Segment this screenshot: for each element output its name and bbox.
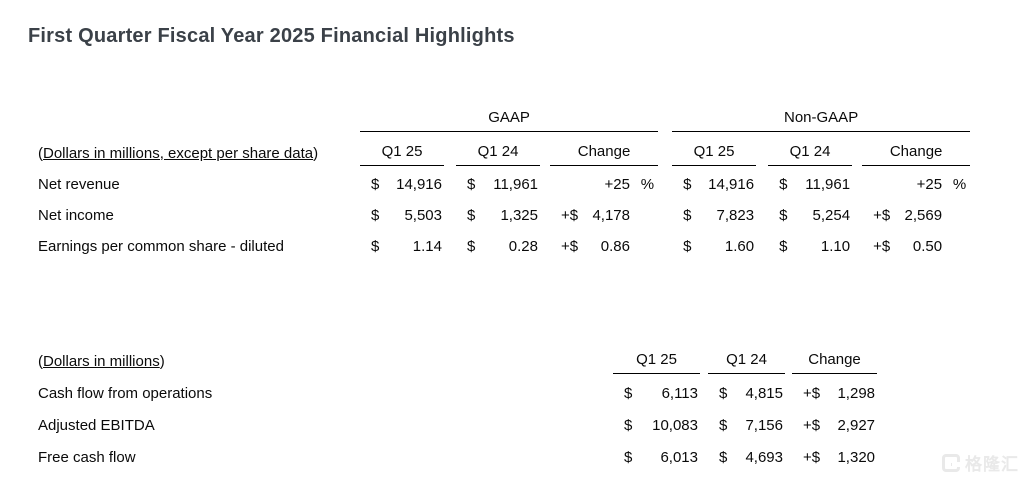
gaap-q1-25-value: 1.14 — [412, 238, 442, 255]
currency-symbol: $ — [719, 417, 728, 434]
percent-symbol — [944, 228, 970, 259]
currency-symbol: $ — [779, 176, 788, 193]
change-value: 1,298 — [837, 385, 876, 402]
currency-symbol: $ — [371, 238, 380, 255]
percent-symbol — [632, 228, 658, 259]
column-header-row: (Dollars in millions, except per share d… — [38, 131, 971, 166]
currency-symbol: $ — [719, 385, 728, 402]
gaap-q1-25-value: 14,916 — [396, 176, 442, 193]
q1-24-value: 4,693 — [745, 449, 783, 466]
group-header-row: GAAP Non-GAAP — [38, 103, 971, 132]
change-sign: +$ — [561, 207, 579, 224]
table-row-adjusted-ebitda: Adjusted EBITDA $ 10,083 $ 7,156 +$ 2,92… — [38, 406, 877, 438]
row-label: Free cash flow — [38, 449, 136, 466]
gaap-change-value: 0.86 — [600, 238, 630, 255]
row-label: Net revenue — [38, 176, 120, 193]
financial-highlights-table: GAAP Non-GAAP (Dollars in millions, exce… — [38, 103, 971, 259]
gaap-change-value: +25 — [604, 176, 630, 193]
currency-symbol: $ — [624, 449, 633, 466]
gaap-q1-24-value: 1,325 — [500, 207, 538, 224]
currency-symbol: $ — [683, 238, 692, 255]
change-sign — [550, 166, 576, 198]
currency-symbol: $ — [624, 385, 633, 402]
currency-symbol: $ — [371, 207, 380, 224]
currency-symbol: $ — [683, 207, 692, 224]
group-header-gaap: GAAP — [360, 103, 659, 132]
watermark: 格隆汇 — [942, 450, 1019, 475]
row-label: Net income — [38, 207, 114, 224]
watermark-text: 格隆汇 — [965, 455, 1019, 474]
gaap-q1-25-value: 5,503 — [404, 207, 442, 224]
change-sign — [862, 166, 888, 198]
q1-25-value: 6,013 — [660, 449, 698, 466]
table1-units-note: (Dollars in millions, except per share d… — [38, 144, 319, 162]
percent-symbol — [944, 197, 970, 228]
nongaap-change-value: 0.50 — [912, 238, 943, 255]
change-sign: +$ — [873, 238, 891, 255]
change-sign: +$ — [803, 417, 821, 434]
change-sign: +$ — [803, 449, 821, 466]
page-title: First Quarter Fiscal Year 2025 Financial… — [28, 25, 515, 48]
currency-symbol: $ — [779, 238, 788, 255]
nongaap-q1-25-value: 7,823 — [716, 207, 755, 224]
col-header-gaap-q1-24: Q1 24 — [456, 131, 540, 166]
nongaap-q1-25-value: 1.60 — [724, 238, 755, 255]
nongaap-change-value: +25 — [916, 176, 943, 193]
change-sign: +$ — [561, 238, 579, 255]
q1-25-value: 6,113 — [661, 385, 698, 402]
change-value: 2,927 — [837, 417, 876, 434]
table-row-free-cash-flow: Free cash flow $ 6,013 $ 4,693 +$ 1,320 — [38, 438, 877, 470]
cash-flow-table: (Dollars in millions) Q1 25 Q1 24 Change… — [38, 343, 878, 470]
col-header-q1-24: Q1 24 — [708, 343, 785, 374]
nongaap-q1-24-value: 1.10 — [820, 238, 851, 255]
col-header-change: Change — [792, 343, 878, 374]
table2-units-note: (Dollars in millions) — [38, 352, 165, 370]
group-header-non-gaap: Non-GAAP — [672, 103, 971, 132]
table-row-cash-flow-operations: Cash flow from operations $ 6,113 $ 4,81… — [38, 374, 877, 407]
row-label: Cash flow from operations — [38, 385, 213, 402]
nongaap-q1-25-value: 14,916 — [708, 176, 755, 193]
table-row-net-income: Net income $ 5,503 $ 1,325 +$ 4,178 $ 7,… — [38, 197, 970, 228]
currency-symbol: $ — [467, 176, 476, 193]
q1-24-value: 4,815 — [745, 385, 783, 402]
nongaap-q1-24-value: 5,254 — [812, 207, 851, 224]
table-row-net-revenue: Net revenue $ 14,916 $ 11,961 +25 % $ 14… — [38, 166, 970, 198]
currency-symbol: $ — [779, 207, 788, 224]
percent-symbol — [632, 197, 658, 228]
percent-symbol: % — [640, 176, 655, 193]
currency-symbol: $ — [467, 207, 476, 224]
q1-24-value: 7,156 — [745, 417, 783, 434]
currency-symbol: $ — [467, 238, 476, 255]
col-header-gaap-q1-25: Q1 25 — [360, 131, 444, 166]
change-sign: +$ — [873, 207, 891, 224]
nongaap-change-value: 2,569 — [904, 207, 943, 224]
currency-symbol: $ — [624, 417, 633, 434]
col-header-q1-25: Q1 25 — [613, 343, 700, 374]
percent-symbol: % — [952, 176, 967, 193]
gelonghui-logo-icon — [942, 453, 960, 472]
row-label: Adjusted EBITDA — [38, 417, 155, 434]
gaap-q1-24-value: 0.28 — [508, 238, 538, 255]
column-header-row: (Dollars in millions) Q1 25 Q1 24 Change — [38, 343, 878, 374]
nongaap-q1-24-value: 11,961 — [805, 176, 851, 193]
currency-symbol: $ — [683, 176, 692, 193]
gaap-change-value: 4,178 — [592, 207, 630, 224]
col-header-nongaap-change: Change — [862, 131, 971, 166]
change-sign: +$ — [803, 385, 821, 402]
table-row-eps-diluted: Earnings per common share - diluted $ 1.… — [38, 228, 970, 259]
currency-symbol: $ — [371, 176, 380, 193]
currency-symbol: $ — [719, 449, 728, 466]
col-header-nongaap-q1-24: Q1 24 — [768, 131, 853, 166]
change-value: 1,320 — [837, 449, 876, 466]
col-header-gaap-change: Change — [550, 131, 659, 166]
gaap-q1-24-value: 11,961 — [493, 176, 538, 193]
row-label: Earnings per common share - diluted — [38, 238, 284, 255]
col-header-nongaap-q1-25: Q1 25 — [672, 131, 757, 166]
q1-25-value: 10,083 — [652, 417, 698, 434]
